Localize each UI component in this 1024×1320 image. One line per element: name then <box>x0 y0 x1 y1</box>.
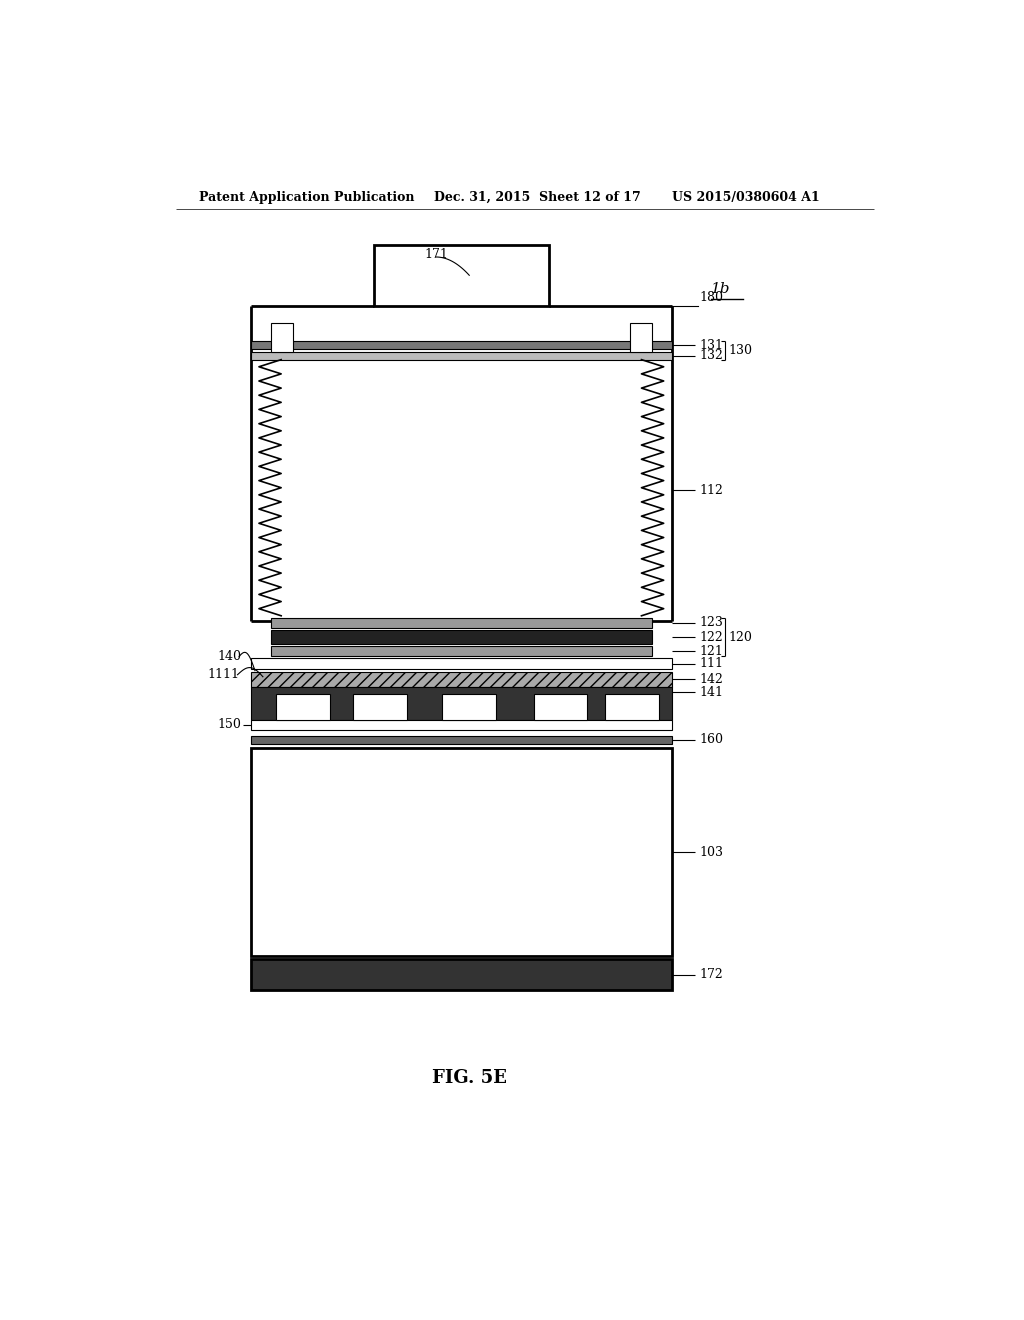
Bar <box>251 672 672 686</box>
Text: 121: 121 <box>699 645 723 657</box>
Text: 111: 111 <box>699 657 723 671</box>
Text: FIG. 5E: FIG. 5E <box>432 1069 507 1088</box>
Text: 180: 180 <box>699 292 723 304</box>
Text: 1b: 1b <box>712 281 731 296</box>
Text: 171: 171 <box>424 248 447 261</box>
Text: 120: 120 <box>729 631 753 644</box>
Text: 112: 112 <box>699 483 723 496</box>
Bar <box>534 694 588 721</box>
Bar <box>605 694 658 721</box>
Bar <box>630 323 652 351</box>
Text: 140: 140 <box>218 649 242 663</box>
Text: US 2015/0380604 A1: US 2015/0380604 A1 <box>672 190 819 203</box>
Bar <box>251 686 672 721</box>
Text: 141: 141 <box>699 685 723 698</box>
Bar <box>353 694 408 721</box>
Text: 103: 103 <box>699 846 723 858</box>
Text: 122: 122 <box>699 631 723 644</box>
Text: 131: 131 <box>699 339 723 352</box>
Bar <box>251 342 672 350</box>
Bar <box>251 748 672 956</box>
Text: 142: 142 <box>699 673 723 686</box>
Bar <box>270 630 652 644</box>
Bar <box>270 647 652 656</box>
Text: Patent Application Publication: Patent Application Publication <box>200 190 415 203</box>
Bar <box>251 735 672 744</box>
Bar <box>251 721 672 730</box>
Text: 1111: 1111 <box>207 668 240 681</box>
Text: 123: 123 <box>699 616 723 630</box>
Bar <box>270 323 293 351</box>
Bar <box>251 960 672 990</box>
Text: Dec. 31, 2015  Sheet 12 of 17: Dec. 31, 2015 Sheet 12 of 17 <box>433 190 640 203</box>
Text: 172: 172 <box>699 968 723 981</box>
Bar <box>442 694 497 721</box>
Bar <box>270 618 652 628</box>
Bar <box>275 694 330 721</box>
Bar <box>374 244 549 306</box>
Text: 150: 150 <box>218 718 242 731</box>
Text: 132: 132 <box>699 348 723 362</box>
Text: 130: 130 <box>729 345 753 356</box>
Bar <box>251 659 672 669</box>
Text: 160: 160 <box>699 734 723 746</box>
Bar <box>251 351 672 359</box>
